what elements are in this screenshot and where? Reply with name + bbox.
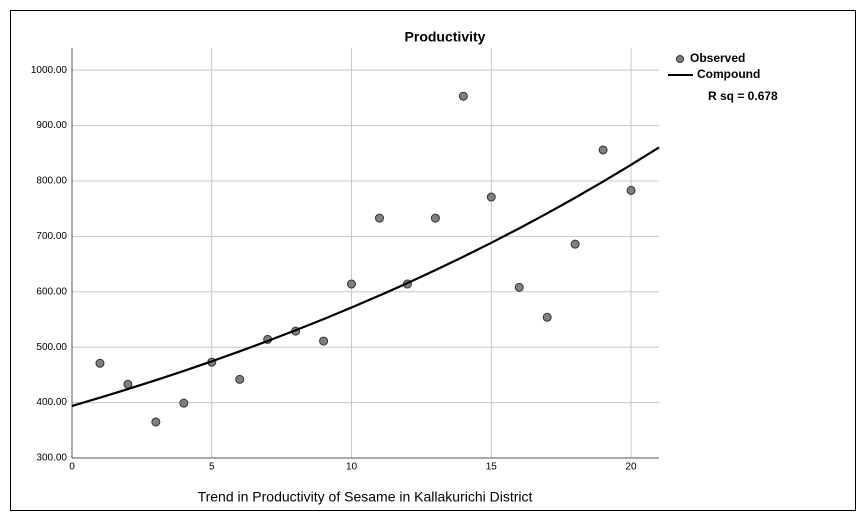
- y-tick-label: 300.00: [36, 453, 67, 464]
- point: [514, 282, 524, 292]
- x-tick-label: 0: [69, 462, 75, 473]
- point: [374, 213, 384, 223]
- legend-label: Observed: [690, 51, 745, 65]
- point: [347, 279, 357, 289]
- chart-title: Productivity: [405, 29, 486, 45]
- y-tick-label: 600.00: [36, 286, 67, 297]
- legend-marker: [676, 55, 684, 63]
- point: [430, 213, 440, 223]
- x-tick-label: 5: [209, 462, 215, 473]
- point: [486, 192, 496, 202]
- point: [179, 398, 189, 408]
- legend: Observed Compound R sq = 0.678: [668, 51, 778, 103]
- x-tick-label: 15: [486, 462, 498, 473]
- x-axis-label: Trend in Productivity of Sesame in Kalla…: [198, 489, 533, 505]
- point: [570, 239, 580, 249]
- point: [458, 91, 468, 101]
- point: [95, 358, 105, 368]
- point: [542, 312, 552, 322]
- grid: 300.00 400.00 500.00 600.00 700.00 800.00 900.…: [31, 48, 659, 473]
- fit-line: [71, 146, 660, 407]
- plot: [71, 91, 660, 427]
- x-tick-label: 10: [346, 462, 358, 473]
- y-tick-label: 500.00: [36, 342, 67, 353]
- y-tick-label: 1000.00: [31, 65, 68, 76]
- plot-area: [72, 48, 659, 458]
- y-tick-label: 900.00: [36, 120, 67, 131]
- r-squared: R sq = 0.678: [708, 89, 778, 103]
- point: [626, 185, 636, 195]
- point: [319, 336, 329, 346]
- point: [235, 374, 245, 384]
- legend-label: Compound: [697, 67, 760, 81]
- point: [151, 417, 161, 427]
- x-tick-label: 20: [625, 462, 637, 473]
- y-tick-label: 800.00: [36, 176, 67, 187]
- y-tick-label: 700.00: [36, 231, 67, 242]
- point: [598, 145, 608, 155]
- y-tick-label: 400.00: [36, 397, 67, 408]
